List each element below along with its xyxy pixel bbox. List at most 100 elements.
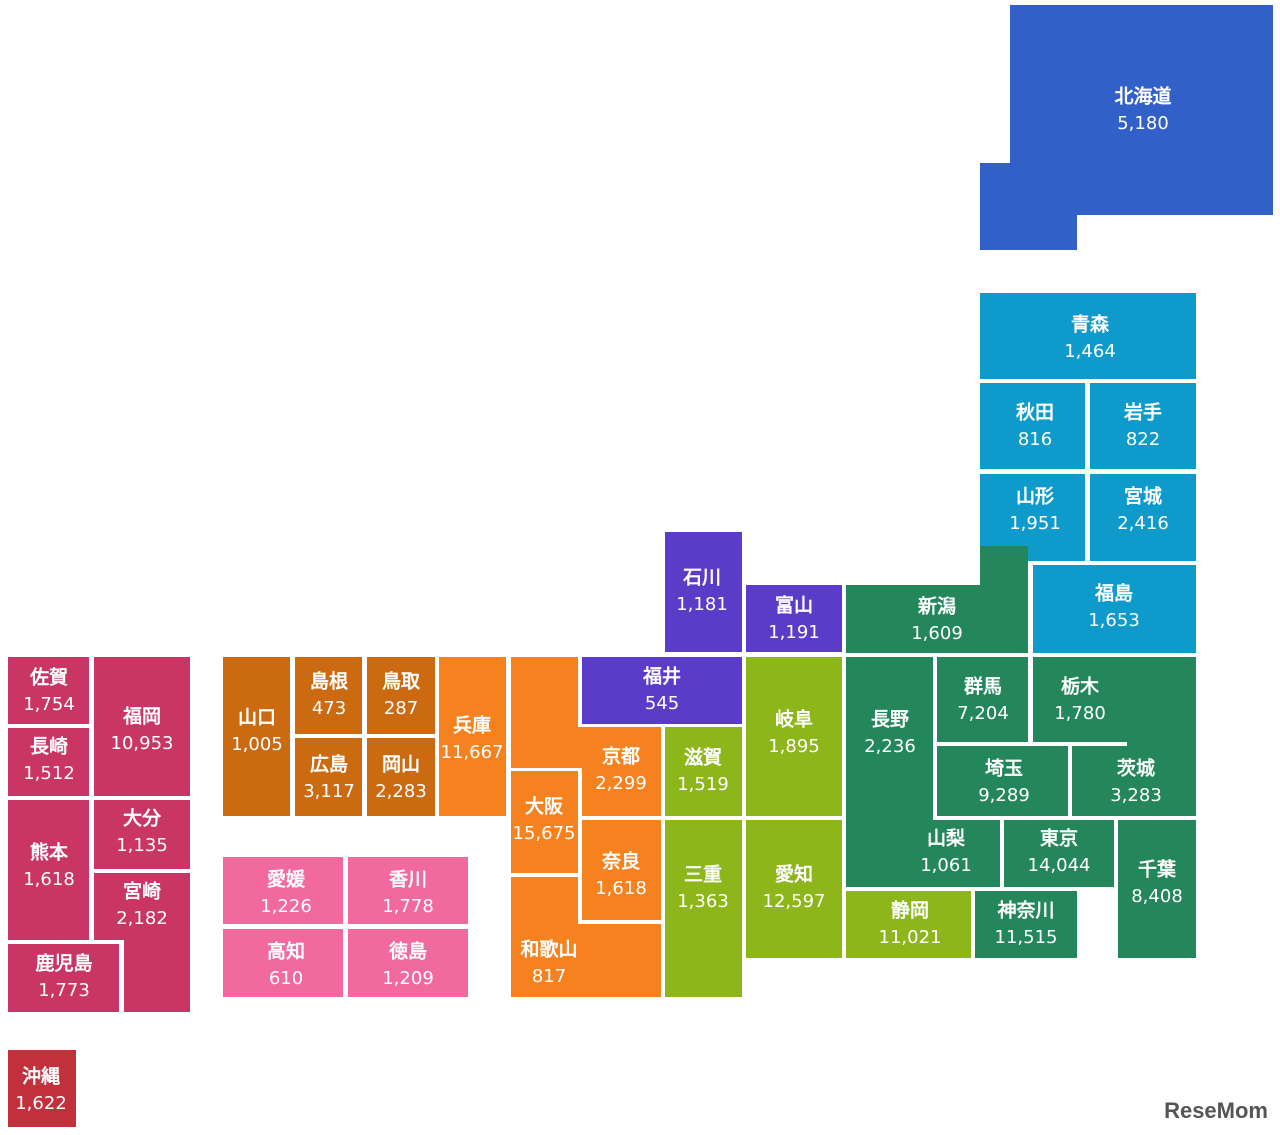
prefecture-value: 1,005: [231, 734, 283, 755]
prefecture-shape: [1004, 820, 1114, 887]
prefecture-value: 1,618: [23, 869, 75, 890]
prefecture-value: 9,289: [978, 785, 1030, 806]
prefecture-shape: [367, 657, 435, 734]
prefecture-name: 宮城: [1124, 485, 1162, 508]
prefecture-name: 愛媛: [267, 869, 306, 891]
prefecture-shape: [846, 891, 971, 958]
prefecture-tile: 福島 1,653: [1033, 565, 1196, 653]
prefecture-tile: 宮城 2,416: [1090, 474, 1196, 561]
prefecture-name: 千葉: [1138, 859, 1177, 881]
prefecture-tile: 栃木 1,780: [1033, 657, 1127, 742]
prefecture-tile: 島根 473: [295, 657, 362, 734]
prefecture-shape: [295, 738, 362, 816]
prefecture-tile: 三重 1,363: [665, 820, 742, 997]
prefecture-value: 11,021: [879, 927, 942, 948]
prefecture-value: 2,416: [1117, 513, 1169, 534]
prefecture-name: 鹿児島: [35, 952, 92, 975]
prefecture-name: 神奈川: [996, 899, 1054, 922]
prefecture-shape: [94, 800, 190, 869]
prefecture-tile: 愛媛 1,226: [223, 857, 343, 924]
prefecture-shape: [348, 857, 468, 924]
prefecture-tile: 神奈川 11,515: [975, 891, 1077, 958]
prefecture-name: 高知: [267, 940, 305, 963]
prefecture-value: 1,519: [677, 774, 729, 795]
prefecture-name: 大阪: [525, 795, 564, 818]
prefecture-shape: [223, 929, 343, 997]
prefecture-value: 473: [312, 698, 346, 719]
prefecture-value: 1,135: [116, 835, 168, 856]
prefecture-shape: [1118, 820, 1196, 958]
prefecture-name: 茨城: [1117, 757, 1155, 780]
prefecture-tile: 滋賀 1,519: [665, 727, 742, 816]
prefecture-name: 群馬: [963, 675, 1002, 698]
prefecture-shape: [1033, 565, 1196, 653]
prefecture-shape: [8, 800, 89, 940]
prefecture-shape: [746, 657, 842, 816]
prefecture-shape: [367, 738, 435, 816]
prefecture-name: 栃木: [1061, 675, 1100, 698]
prefecture-shape: [1090, 383, 1196, 469]
prefecture-shape: [665, 532, 742, 652]
prefecture-value: 1,226: [260, 896, 312, 917]
prefecture-name: 香川: [388, 869, 427, 891]
prefecture-shape: [511, 877, 661, 997]
prefecture-shape: [1033, 657, 1127, 742]
prefecture-value: 1,464: [1064, 341, 1116, 362]
prefecture-name: 東京: [1040, 827, 1078, 850]
prefecture-shape: [8, 657, 89, 724]
prefecture-tile: 奈良 1,618: [582, 820, 661, 920]
prefecture-value: 2,182: [116, 908, 168, 929]
prefecture-value: 817: [532, 966, 566, 987]
prefecture-name: 和歌山: [520, 938, 577, 961]
prefecture-shape: [8, 728, 89, 796]
prefecture-tile: 京都 2,299: [511, 657, 661, 816]
prefecture-tile: 福岡 10,953: [94, 657, 190, 796]
prefecture-tile: 熊本 1,618: [8, 800, 89, 940]
prefecture-tile: 愛知 12,597: [746, 820, 842, 958]
prefecture-name: 沖縄: [22, 1065, 60, 1088]
prefecture-shape: [582, 820, 661, 920]
prefecture-name: 埼玉: [985, 757, 1023, 780]
prefecture-name: 富山: [775, 595, 813, 617]
prefecture-tile: 岐阜 1,895: [746, 657, 842, 816]
prefecture-name: 秋田: [1016, 401, 1054, 424]
prefecture-value: 1,191: [768, 622, 820, 643]
prefecture-shape: [980, 293, 1196, 379]
prefecture-tile: 沖縄 1,622: [8, 1050, 76, 1127]
prefecture-name: 奈良: [601, 850, 641, 873]
prefecture-name: 愛知: [775, 863, 813, 886]
prefecture-tile: 東京 14,044: [1004, 820, 1114, 887]
prefecture-shape: [8, 1050, 76, 1127]
prefecture-tile: 群馬 7,204: [937, 657, 1028, 742]
prefecture-tile: 埼玉 9,289: [937, 746, 1068, 816]
prefecture-shape: [511, 657, 661, 816]
prefecture-tile: 石川 1,181: [665, 532, 742, 652]
prefecture-shape: [582, 657, 742, 724]
prefecture-shape: [1072, 657, 1196, 816]
prefecture-value: 8,408: [1131, 886, 1183, 907]
prefecture-value: 1,622: [15, 1093, 67, 1114]
prefecture-tile: 長崎 1,512: [8, 728, 89, 796]
prefecture-value: 14,044: [1028, 855, 1091, 876]
prefecture-value: 1,778: [382, 896, 434, 917]
prefecture-tile: 鳥取 287: [367, 657, 435, 734]
prefecture-name: 三重: [684, 864, 722, 886]
prefecture-tile: 大分 1,135: [94, 800, 190, 869]
prefecture-tile: 千葉 8,408: [1118, 820, 1196, 958]
prefecture-value: 610: [269, 968, 303, 989]
prefecture-name: 青森: [1071, 313, 1110, 336]
prefecture-tile: 山口 1,005: [223, 657, 290, 816]
prefecture-shape: [665, 727, 742, 816]
prefecture-shape: [511, 771, 578, 873]
prefecture-name: 徳島: [388, 940, 427, 963]
prefecture-tile: 大阪 15,675: [511, 771, 578, 873]
prefecture-value: 1,363: [677, 891, 729, 912]
prefecture-name: 滋賀: [684, 746, 722, 769]
watermark: ReseMom: [1164, 1098, 1268, 1123]
prefecture-tile: 鹿児島 1,773: [8, 944, 119, 1012]
prefecture-value: 5,180: [1117, 113, 1169, 134]
prefecture-name: 岡山: [382, 754, 420, 776]
prefecture-value: 816: [1018, 429, 1052, 450]
prefecture-shape: [937, 746, 1068, 816]
